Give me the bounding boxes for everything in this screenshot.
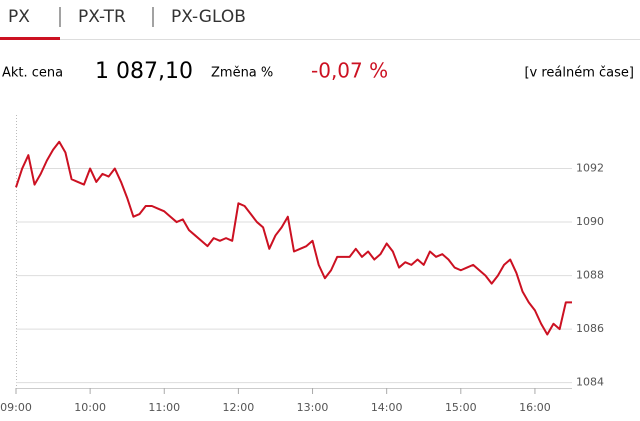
price-line: [15, 140, 572, 336]
price: 1 087,10: [95, 59, 193, 84]
tab[interactable]: PX-TR: [78, 7, 126, 27]
x-tick-label: 14:00: [371, 401, 403, 414]
x-tick-label: 12:00: [223, 401, 255, 414]
x-tick-label: 15:00: [445, 401, 477, 414]
x-tick-label: 11:00: [148, 401, 180, 414]
y-tick-label: 1084: [576, 376, 604, 389]
x-tick-label: 16:00: [519, 401, 551, 414]
y-tick-label: 1086: [576, 322, 604, 335]
x-tick-label: 09:00: [0, 401, 32, 414]
realtime-note: [v reálném čase]: [524, 66, 634, 81]
change-label: Změna %: [211, 66, 273, 81]
active-tab-underline: [0, 37, 60, 40]
change: -0,07 %: [311, 59, 388, 83]
y-tick-label: 1090: [576, 215, 604, 228]
x-tick-label: 13:00: [297, 401, 329, 414]
price-label: Akt. cena: [2, 66, 63, 81]
y-tick-label: 1092: [576, 162, 604, 175]
tab[interactable]: PX: [8, 7, 30, 27]
x-tick-label: 10:00: [74, 401, 106, 414]
y-tick-label: 1088: [576, 269, 604, 282]
tab[interactable]: PX-GLOB: [171, 7, 246, 27]
